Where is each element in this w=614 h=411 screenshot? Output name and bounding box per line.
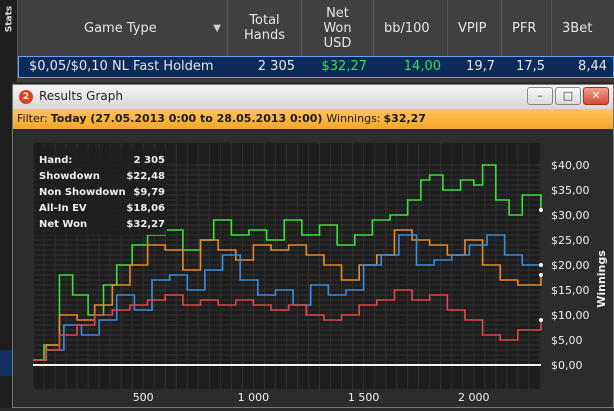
cell-bb100: 14,00 — [403, 59, 441, 74]
strip-block — [0, 350, 12, 376]
title-bar[interactable]: 2 Results Graph – □ ✕ — [13, 85, 613, 109]
col-bb100[interactable]: bb/100 — [374, 0, 448, 56]
col-3bet[interactable]: 3Bet — [552, 0, 614, 56]
sort-arrow-icon: ▼ — [213, 22, 221, 34]
col-game-type-label: Game Type — [84, 20, 157, 36]
y-tick-label: $0,00 — [551, 359, 583, 372]
series-endpoint-net — [539, 208, 543, 212]
grid-header: Game Type ▼ Total Hands Net Won USD bb/1… — [18, 0, 614, 56]
cell-net-won: $32,27 — [321, 59, 368, 74]
minimize-button[interactable]: – — [527, 87, 553, 105]
cell-3bet: 8,44 — [578, 59, 607, 74]
winnings-value: $32,27 — [383, 112, 426, 125]
cell-game-type: $0,05/$0,10 NL Fast Holdem — [29, 59, 214, 74]
series-endpoint-ev — [539, 263, 543, 267]
col-game-type[interactable]: Game Type ▼ — [18, 0, 228, 56]
cell-pfr: 17,5 — [516, 59, 545, 74]
x-tick-label: 2 000 — [458, 391, 490, 404]
stat-key: Non Showdown — [39, 187, 126, 198]
stat-key: Showdown — [39, 171, 100, 182]
stat-row-net-won: Net Won $32,27 — [39, 217, 165, 233]
y-tick-label: $25,00 — [551, 234, 590, 247]
y-tick-label: $30,00 — [551, 209, 590, 222]
stat-value: $32,27 — [126, 219, 165, 230]
stat-value: 2 305 — [133, 155, 165, 166]
series-line-nsd — [33, 289, 542, 361]
series-line-ev — [33, 234, 541, 361]
stat-row-allin-ev: All-In EV $18,06 — [39, 201, 165, 217]
stats-tab-label: Stats — [4, 5, 15, 33]
y-tick-label: $5,00 — [551, 334, 583, 347]
y-axis-label: Winnings — [595, 250, 608, 308]
x-tick-label: 1 000 — [238, 391, 270, 404]
stat-row-hand: Hand: 2 305 — [39, 153, 165, 169]
stats-grid: Stats Game Type ▼ Total Hands Net Won US… — [0, 0, 614, 82]
col-total-hands-label: Total Hands — [243, 13, 285, 43]
results-graph-window[interactable]: 2 Results Graph – □ ✕ Filter: Today (27.0… — [12, 84, 614, 408]
x-tick-label: 1 500 — [348, 391, 380, 404]
winnings-label: Winnings: — [326, 112, 381, 125]
y-tick-label: $15,00 — [551, 284, 590, 297]
stat-row-non-showdown: Non Showdown $9,79 — [39, 185, 165, 201]
stat-key: Net Won — [39, 219, 88, 230]
table-row[interactable]: $0,05/$0,10 NL Fast Holdem 2 305 $32,27 … — [18, 56, 614, 78]
close-button[interactable]: ✕ — [583, 87, 609, 105]
col-vpip[interactable]: VPIP — [448, 0, 502, 56]
cell-vpip: 19,7 — [466, 59, 495, 74]
stat-row-showdown: Showdown $22,48 — [39, 169, 165, 185]
col-total-hands[interactable]: Total Hands — [228, 0, 302, 56]
filter-value: Today (27.05.2013 0:00 to 28.05.2013 0:0… — [50, 112, 323, 125]
maximize-button[interactable]: □ — [555, 87, 581, 105]
left-strip — [0, 82, 12, 408]
y-tick-label: $10,00 — [551, 309, 590, 322]
col-net-won-label: Net Won USD — [323, 5, 352, 51]
y-tick-label: $40,00 — [551, 159, 590, 172]
stat-value: $22,48 — [126, 171, 165, 182]
y-tick-label: $20,00 — [551, 259, 590, 272]
stat-key: All-In EV — [39, 203, 87, 214]
col-bb100-label: bb/100 — [384, 20, 430, 36]
series-endpoint-sd — [539, 273, 543, 277]
filter-label: Filter: — [17, 112, 48, 125]
plot-area: $0,00 $5,00 $10,00 $15,00 $20,00 $25,00 $30,00… — [13, 129, 613, 407]
filter-bar[interactable]: Filter: Today (27.05.2013 0:00 to 28.05.2… — [13, 109, 613, 129]
stat-value: $9,79 — [133, 187, 165, 198]
stats-summary-box: Hand: 2 305 Showdown $22,48 Non Showdown $9… — [35, 149, 167, 235]
window-title: Results Graph — [39, 89, 123, 103]
col-pfr[interactable]: PFR — [502, 0, 552, 56]
stat-key: Hand: — [39, 155, 73, 166]
col-vpip-label: VPIP — [458, 20, 487, 36]
series-endpoint-nsd — [539, 318, 543, 322]
col-pfr-label: PFR — [512, 20, 537, 36]
stats-side-tab[interactable]: Stats — [0, 0, 18, 82]
stat-value: $18,06 — [126, 203, 165, 214]
cell-total-hands: 2 305 — [257, 59, 295, 74]
x-tick-label: 500 — [133, 391, 154, 404]
col-3bet-label: 3Bet — [562, 20, 593, 36]
app-badge-icon: 2 — [19, 90, 33, 104]
y-tick-label: $35,00 — [551, 184, 590, 197]
col-net-won[interactable]: Net Won USD — [302, 0, 374, 56]
